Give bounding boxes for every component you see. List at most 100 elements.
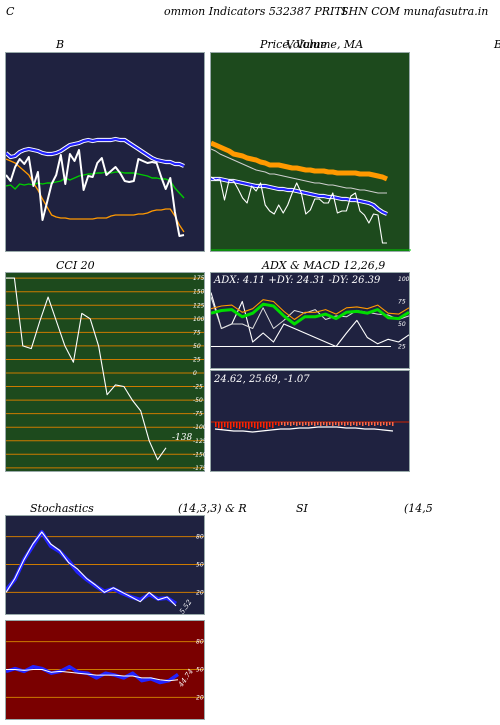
stoch-chart: 80 50 20 xyxy=(6,530,204,607)
macd-histogram-bar xyxy=(245,422,247,428)
price-overlay-title: Volume xyxy=(286,38,328,51)
cci-current-value: -138 xyxy=(172,433,193,443)
cci-title: CCI 20 xyxy=(56,259,95,272)
rsi-tick-label: 50 xyxy=(196,667,204,674)
cci-tick-label: 100 xyxy=(193,316,205,323)
adx-macd-title: ADX & MACD 12,26,9 xyxy=(262,259,386,272)
macd-histogram-bar xyxy=(227,422,229,428)
macd-histogram-bar xyxy=(332,422,334,426)
macd-histogram-bar xyxy=(335,422,337,425)
macd-histogram-bar xyxy=(326,422,328,426)
watermark: MunafaSutra.com xyxy=(214,590,453,621)
macd-histogram-bar xyxy=(392,422,394,426)
macd-histogram-bar xyxy=(218,422,220,428)
stoch-tick-label: 50 xyxy=(196,562,204,569)
macd-histogram-bar xyxy=(251,422,253,427)
macd-histogram-bar xyxy=(323,422,325,425)
header-left-char: C xyxy=(6,5,15,18)
rsi-blue-line xyxy=(6,664,179,685)
macd-histogram-bar xyxy=(362,422,364,426)
adx-orange-line xyxy=(211,299,410,321)
macd-histogram-bar xyxy=(350,422,352,426)
stoch-panel: 80 50 20 5.52 xyxy=(5,515,205,616)
price-line xyxy=(211,176,387,244)
macd-histogram-bar xyxy=(386,422,388,426)
macd-histogram-bar xyxy=(248,422,250,429)
macd-histogram-bar xyxy=(281,422,283,425)
cci-tick-label: 175 xyxy=(193,275,205,282)
macd-histogram-bar xyxy=(236,422,238,428)
macd-histogram-bar xyxy=(377,422,379,425)
macd-histogram-bar xyxy=(389,422,391,425)
cci-tick-label: -75 xyxy=(193,411,203,418)
bb-panel xyxy=(5,52,205,252)
rsi-tick-label: 20 xyxy=(196,694,204,701)
macd-histogram-bar xyxy=(314,422,316,426)
stoch-title: Stochastics xyxy=(30,502,94,515)
cci-line xyxy=(6,277,167,461)
macd-histogram-bar xyxy=(269,422,271,427)
cci-tick-label: 25 xyxy=(193,356,201,363)
cci-tick-label: -25 xyxy=(193,384,203,391)
bb-lower-line xyxy=(6,158,185,233)
macd-panel: 24.62, 25.69, -1.07 xyxy=(210,370,410,472)
macd-histogram-bar xyxy=(233,422,235,427)
macd-histogram-bar xyxy=(329,422,331,425)
adx-tick-label: 25 xyxy=(398,344,406,351)
macd-histogram-bar xyxy=(239,422,241,429)
macd-histogram-bar xyxy=(356,422,358,426)
macd-histogram-bar xyxy=(278,422,280,426)
adx-line xyxy=(211,302,410,326)
macd-histogram-bar xyxy=(287,422,289,425)
macd-histogram-bar xyxy=(308,422,310,426)
macd-values: 24.62, 25.69, -1.07 xyxy=(214,374,310,385)
header-left-text: ommon Indicators 532387 PRITI xyxy=(164,5,347,18)
macd-histogram-bar xyxy=(257,422,259,429)
cci-tick-label: -50 xyxy=(193,397,203,404)
price-ma-blue-line xyxy=(211,177,388,216)
macd-histogram-bar xyxy=(275,422,277,425)
macd-histogram-bar xyxy=(272,422,274,428)
macd-histogram-bar xyxy=(242,422,244,427)
stoch-k-line xyxy=(6,531,177,607)
macd-histogram-bar xyxy=(311,422,313,425)
cci-chart: 175 150 125 100 75 50 25 0 -25 -50 -75 -100 -125 -150… xyxy=(6,275,206,472)
macd-histogram-bar xyxy=(296,422,298,426)
macd-histogram-bar xyxy=(305,422,307,425)
macd-histogram-bar xyxy=(299,422,301,425)
macd-histogram-bar xyxy=(359,422,361,425)
macd-chart xyxy=(211,421,409,433)
cci-panel: 175 150 125 100 75 50 25 0 -25 -50 -75 -100 -125 -150… xyxy=(5,272,206,472)
price-chart xyxy=(211,140,411,251)
si-params: (14,5 xyxy=(404,502,433,515)
macd-histogram-bar xyxy=(374,422,376,426)
cci-tick-label: 75 xyxy=(193,329,201,336)
adx-values: ADX: 4.11 +DY: 24.31 -DY: 26.39 xyxy=(214,275,381,286)
macd-histogram-bar xyxy=(338,422,340,426)
rsi-panel: 80 50 20 44.74 xyxy=(5,620,205,720)
adx-chart: 100 75 50 25 xyxy=(211,276,410,351)
bb-chart xyxy=(6,136,185,237)
macd-histogram-bar xyxy=(368,422,370,426)
header-right-char: B xyxy=(494,38,500,51)
macd-histogram-bar xyxy=(317,422,319,425)
cci-tick-label: 150 xyxy=(193,289,205,296)
macd-histogram-bar xyxy=(293,422,295,425)
bb-price-line xyxy=(6,149,185,237)
macd-histogram-bar xyxy=(230,422,232,429)
macd-histogram-bar xyxy=(260,422,262,427)
price-ma-gray-line xyxy=(211,148,387,194)
macd-histogram-bar xyxy=(353,422,355,425)
macd-histogram-bar xyxy=(302,422,304,426)
cci-tick-label: 50 xyxy=(193,343,201,350)
cci-tick-label: -100 xyxy=(193,424,206,431)
macd-histogram-bar xyxy=(347,422,349,425)
rsi-chart: 80 50 20 xyxy=(6,639,204,701)
macd-histogram-bar xyxy=(320,422,322,426)
adx-panel: 100 75 50 25 ADX: 4.11 +DY: 24.31 -DY: 26.3… xyxy=(210,272,410,369)
si-title: SI xyxy=(296,502,308,515)
cci-tick-label: -125 xyxy=(193,438,206,445)
bb-band-line xyxy=(6,171,185,199)
macd-histogram-bar xyxy=(224,422,226,427)
macd-histogram-bar xyxy=(380,422,382,426)
